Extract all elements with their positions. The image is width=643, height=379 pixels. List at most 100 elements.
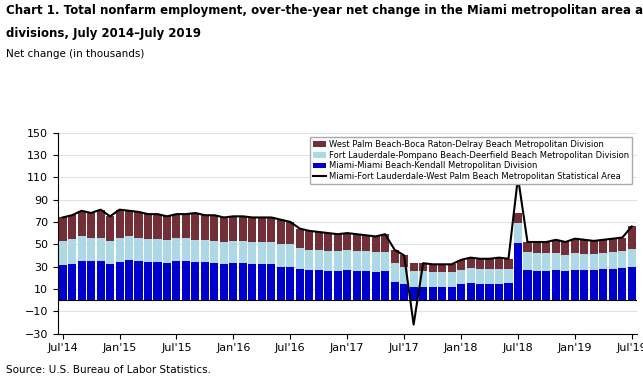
Bar — [276, 266, 285, 300]
Bar — [305, 250, 313, 270]
Bar — [314, 250, 323, 270]
Bar — [163, 216, 171, 240]
Bar — [78, 261, 86, 300]
Bar — [457, 284, 465, 300]
Bar — [476, 259, 484, 269]
Bar — [220, 242, 228, 264]
Bar — [448, 287, 456, 300]
Bar — [210, 215, 219, 241]
Bar — [78, 211, 86, 236]
Bar — [571, 253, 579, 270]
Bar — [258, 218, 266, 242]
Text: Net change (in thousands): Net change (in thousands) — [6, 49, 145, 59]
Bar — [125, 236, 133, 260]
Bar — [144, 262, 152, 300]
Bar — [552, 253, 560, 270]
Bar — [286, 244, 294, 266]
Bar — [609, 239, 617, 252]
Legend: West Palm Beach-Boca Raton-Delray Beach Metropolitan Division, Fort Lauderdale-P: West Palm Beach-Boca Raton-Delray Beach … — [310, 137, 633, 185]
Bar — [514, 243, 522, 300]
Bar — [352, 234, 361, 251]
Bar — [106, 216, 114, 241]
Bar — [429, 264, 437, 272]
Bar — [154, 239, 161, 262]
Bar — [533, 271, 541, 300]
Bar — [144, 214, 152, 239]
Bar — [467, 268, 475, 283]
Bar — [305, 231, 313, 250]
Bar — [619, 251, 626, 268]
Bar — [391, 263, 399, 282]
Bar — [543, 271, 550, 300]
Bar — [581, 270, 588, 300]
Bar — [543, 242, 550, 253]
Bar — [116, 262, 123, 300]
Bar — [116, 210, 123, 238]
Bar — [362, 251, 370, 271]
Bar — [305, 270, 313, 300]
Bar — [106, 264, 114, 300]
Bar — [419, 271, 427, 287]
Bar — [201, 215, 209, 240]
Bar — [163, 263, 171, 300]
Bar — [523, 242, 532, 252]
Bar — [239, 241, 247, 263]
Bar — [514, 223, 522, 243]
Bar — [372, 236, 380, 252]
Bar — [505, 283, 512, 300]
Bar — [410, 287, 418, 300]
Bar — [485, 284, 494, 300]
Bar — [334, 234, 342, 251]
Bar — [381, 234, 389, 252]
Bar — [314, 270, 323, 300]
Bar — [286, 222, 294, 244]
Bar — [182, 261, 190, 300]
Bar — [609, 252, 617, 269]
Bar — [590, 254, 598, 270]
Bar — [172, 261, 181, 300]
Bar — [429, 272, 437, 287]
Text: divisions, July 2014–July 2019: divisions, July 2014–July 2019 — [6, 27, 201, 39]
Bar — [495, 284, 503, 300]
Bar — [144, 239, 152, 262]
Bar — [485, 269, 494, 284]
Bar — [201, 240, 209, 262]
Bar — [457, 260, 465, 270]
Bar — [552, 270, 560, 300]
Bar — [87, 213, 95, 238]
Bar — [239, 263, 247, 300]
Bar — [276, 220, 285, 244]
Bar — [391, 250, 399, 263]
Bar — [154, 214, 161, 239]
Bar — [391, 282, 399, 300]
Bar — [78, 236, 86, 261]
Bar — [172, 238, 181, 261]
Bar — [314, 232, 323, 250]
Bar — [210, 241, 219, 263]
Bar — [230, 216, 237, 241]
Bar — [523, 270, 532, 300]
Bar — [154, 262, 161, 300]
Bar — [239, 216, 247, 241]
Bar — [334, 251, 342, 271]
Bar — [134, 238, 143, 261]
Bar — [495, 258, 503, 269]
Bar — [362, 235, 370, 251]
Bar — [476, 284, 484, 300]
Bar — [419, 263, 427, 271]
Bar — [352, 271, 361, 300]
Bar — [96, 261, 105, 300]
Bar — [476, 269, 484, 284]
Bar — [230, 263, 237, 300]
Bar — [267, 264, 275, 300]
Bar — [571, 239, 579, 253]
Bar — [220, 218, 228, 242]
Bar — [438, 272, 446, 287]
Bar — [533, 253, 541, 271]
Text: Source: U.S. Bureau of Labor Statistics.: Source: U.S. Bureau of Labor Statistics. — [6, 365, 212, 375]
Bar — [296, 269, 304, 300]
Bar — [533, 242, 541, 253]
Bar — [381, 271, 389, 300]
Bar — [400, 266, 408, 284]
Bar — [296, 229, 304, 247]
